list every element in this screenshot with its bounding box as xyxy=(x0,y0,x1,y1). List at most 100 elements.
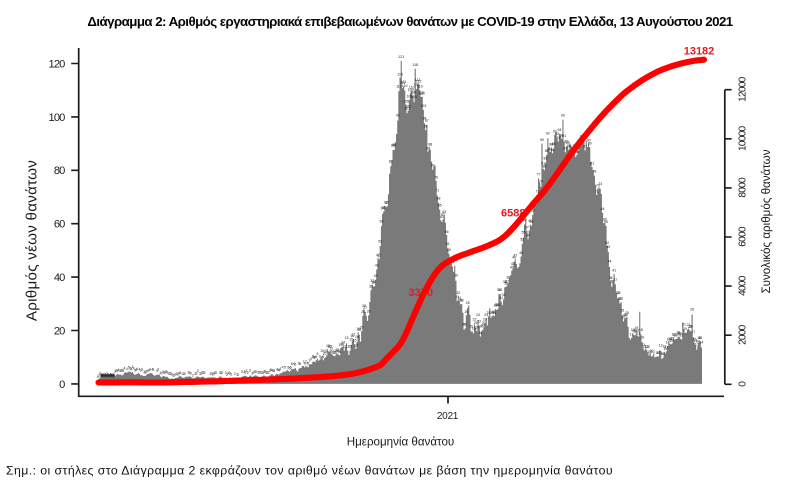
svg-text:86: 86 xyxy=(545,149,549,153)
svg-text:60: 60 xyxy=(523,218,527,222)
svg-text:8: 8 xyxy=(312,355,314,359)
svg-text:3: 3 xyxy=(141,368,143,372)
svg-text:47: 47 xyxy=(376,253,380,257)
svg-text:3: 3 xyxy=(249,369,251,373)
svg-text:18: 18 xyxy=(633,329,637,333)
svg-text:86: 86 xyxy=(551,148,555,152)
svg-text:95: 95 xyxy=(424,124,428,128)
svg-text:20: 20 xyxy=(469,324,473,328)
svg-text:18: 18 xyxy=(677,331,681,335)
svg-text:16: 16 xyxy=(640,335,644,339)
svg-text:121: 121 xyxy=(398,55,404,59)
svg-text:3: 3 xyxy=(102,373,104,377)
svg-text:20: 20 xyxy=(481,323,485,327)
svg-text:9: 9 xyxy=(322,355,324,359)
svg-text:13: 13 xyxy=(354,344,358,348)
svg-text:46: 46 xyxy=(512,256,516,260)
svg-text:100: 100 xyxy=(49,112,66,124)
svg-text:15: 15 xyxy=(667,337,671,341)
svg-text:2: 2 xyxy=(266,371,268,375)
svg-text:110: 110 xyxy=(409,85,415,89)
svg-text:110: 110 xyxy=(402,84,408,88)
svg-text:3: 3 xyxy=(144,371,146,375)
svg-text:99: 99 xyxy=(396,113,400,117)
svg-text:2000: 2000 xyxy=(738,324,749,345)
svg-text:66: 66 xyxy=(384,201,388,205)
svg-text:71: 71 xyxy=(435,188,439,192)
svg-text:2: 2 xyxy=(227,371,229,375)
svg-text:17: 17 xyxy=(679,333,683,337)
svg-text:3: 3 xyxy=(115,369,117,373)
svg-text:111: 111 xyxy=(401,80,406,84)
svg-text:3: 3 xyxy=(105,373,107,377)
svg-text:15: 15 xyxy=(670,337,674,341)
svg-text:4: 4 xyxy=(276,368,278,372)
svg-text:4: 4 xyxy=(278,368,280,372)
svg-text:20: 20 xyxy=(475,326,479,330)
svg-text:77: 77 xyxy=(537,172,541,176)
svg-text:13: 13 xyxy=(339,343,343,347)
svg-text:24: 24 xyxy=(484,313,488,317)
svg-text:3: 3 xyxy=(246,369,248,373)
svg-text:3: 3 xyxy=(211,371,213,375)
svg-text:26: 26 xyxy=(620,308,624,312)
svg-text:6: 6 xyxy=(291,362,293,366)
svg-text:94: 94 xyxy=(558,128,562,132)
svg-text:3: 3 xyxy=(163,371,165,375)
svg-text:3: 3 xyxy=(114,370,116,374)
svg-text:63: 63 xyxy=(442,210,446,214)
svg-text:82: 82 xyxy=(389,160,393,164)
svg-text:110: 110 xyxy=(396,85,402,89)
svg-text:30: 30 xyxy=(460,299,464,303)
svg-text:4: 4 xyxy=(136,367,138,371)
svg-text:4: 4 xyxy=(118,368,120,372)
svg-text:108: 108 xyxy=(418,91,424,95)
svg-text:8000: 8000 xyxy=(738,177,749,198)
svg-text:16: 16 xyxy=(698,336,702,340)
svg-text:13: 13 xyxy=(642,345,646,349)
svg-text:18: 18 xyxy=(676,330,680,334)
svg-text:3: 3 xyxy=(219,371,221,375)
svg-text:2: 2 xyxy=(192,373,194,377)
svg-text:110: 110 xyxy=(414,82,420,86)
svg-text:3: 3 xyxy=(254,370,256,374)
svg-text:12: 12 xyxy=(659,343,663,347)
svg-text:11: 11 xyxy=(337,349,341,353)
svg-text:4: 4 xyxy=(123,367,125,371)
svg-text:87: 87 xyxy=(548,147,552,151)
svg-text:26: 26 xyxy=(491,310,495,314)
svg-text:2: 2 xyxy=(183,372,185,376)
svg-text:15: 15 xyxy=(692,338,696,342)
svg-text:2: 2 xyxy=(234,372,236,376)
svg-text:9: 9 xyxy=(317,352,319,356)
svg-text:14: 14 xyxy=(696,340,700,344)
svg-text:2: 2 xyxy=(171,373,173,377)
svg-text:5: 5 xyxy=(290,365,292,369)
svg-text:18: 18 xyxy=(635,329,639,333)
svg-text:3: 3 xyxy=(255,370,257,374)
svg-text:3: 3 xyxy=(268,371,270,375)
svg-text:2: 2 xyxy=(172,374,174,378)
svg-text:3: 3 xyxy=(159,371,161,375)
svg-text:21: 21 xyxy=(482,321,486,325)
svg-text:3: 3 xyxy=(200,372,202,376)
svg-text:3: 3 xyxy=(190,371,192,375)
svg-text:42: 42 xyxy=(510,266,514,270)
svg-text:17: 17 xyxy=(675,333,679,337)
svg-text:11: 11 xyxy=(338,350,342,354)
svg-text:21: 21 xyxy=(687,323,691,327)
svg-text:10: 10 xyxy=(655,351,659,355)
svg-text:20: 20 xyxy=(689,324,693,328)
svg-text:18: 18 xyxy=(357,328,361,332)
svg-text:0: 0 xyxy=(738,381,749,387)
svg-text:Διάγραμμα 2: Αριθμός εργαστηρι: Διάγραμμα 2: Αριθμός εργαστηριακά επιβεβ… xyxy=(87,14,733,29)
svg-text:3: 3 xyxy=(164,371,166,375)
svg-text:2: 2 xyxy=(204,371,206,375)
svg-text:39: 39 xyxy=(374,274,378,278)
svg-text:11: 11 xyxy=(335,348,339,352)
svg-text:78: 78 xyxy=(592,170,596,174)
svg-text:52: 52 xyxy=(378,240,382,244)
svg-text:73: 73 xyxy=(596,183,600,187)
svg-text:47: 47 xyxy=(513,253,517,257)
svg-text:4: 4 xyxy=(133,367,135,371)
